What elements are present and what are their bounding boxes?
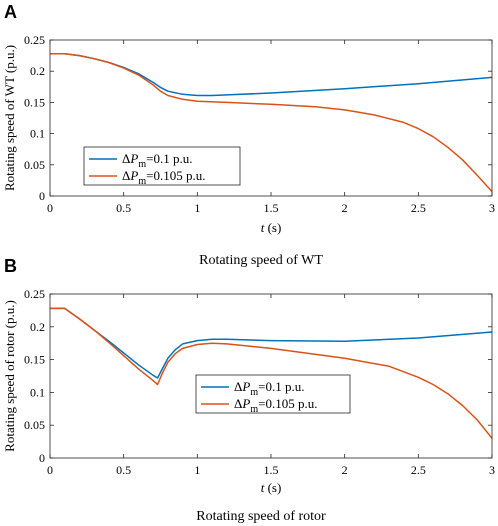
y-tick-label: 0.15 [24,95,45,109]
series-line-2 [50,307,493,439]
legend-value: =0.105 p.u. [258,396,317,411]
x-tick-label: 3 [489,463,495,477]
chart-panel-b: B 0 0.5 1 1.5 2 2.5 3 0 0.05 0.1 0.15 0.2 0.25 t (s) Ro… [2,256,495,524]
x-tick-label: 3 [489,201,495,215]
x-tick-label: 0.5 [116,201,131,215]
chart-panel-a: A 0 0.5 1 1.5 2 2.5 3 0 0.05 0.1 0.15 0.2 0.25 t (s) Ro… [2,2,495,268]
x-tick-label: 1 [194,201,200,215]
legend-label-2: ΔPm=0.105 p.u. [234,396,317,415]
x-tick-label: 2 [342,463,348,477]
legend-box [195,374,351,414]
x-axis-title: t (s) [261,480,282,495]
x-axis-title-unit: (s) [264,480,281,495]
legend-var: P [241,396,250,411]
legend-subscript: m [138,159,146,170]
panel-letter: B [4,256,17,276]
x-tick-label: 2.5 [411,463,426,477]
x-tick-label: 2 [342,201,348,215]
legend-delta: Δ [122,168,130,183]
legend: ΔPm=0.1 p.u.ΔPm=0.105 p.u. [195,374,351,415]
y-axis-title: Rotating speed of rotor (p.u.) [2,300,17,452]
legend-box [83,146,241,186]
panel-caption: Rotating speed of WT [199,253,323,268]
y-tick-label: 0.2 [30,64,45,78]
legend-value: =0.1 p.u. [146,151,192,166]
y-tick-label: 0.2 [30,320,45,334]
x-axis-title-var: t [261,220,265,235]
legend-subscript: m [250,387,258,398]
legend-subscript: m [138,176,146,187]
x-axis-title-unit: (s) [264,220,281,235]
legend-value: =0.1 p.u. [258,379,304,394]
y-tick-label: 0 [39,451,45,465]
y-tick-label: 0.05 [24,158,45,172]
legend-label-1: ΔPm=0.1 p.u. [122,151,192,170]
legend-delta: Δ [234,379,242,394]
legend-var: P [241,379,250,394]
series-line-2 [50,52,493,193]
legend-value: =0.105 p.u. [146,168,205,183]
legend-delta: Δ [122,151,130,166]
x-tick-label: 1.5 [264,201,279,215]
legend-var: P [129,151,138,166]
x-tick-label: 1.5 [264,463,279,477]
legend: ΔPm=0.1 p.u.ΔPm=0.105 p.u. [83,146,241,187]
y-tick-label: 0.15 [24,353,45,367]
panel-caption: Rotating speed of rotor [196,509,326,524]
x-tick-label: 0 [47,201,53,215]
legend-delta: Δ [234,396,242,411]
x-tick-label: 0.5 [116,463,131,477]
y-tick-label: 0.1 [30,385,45,399]
x-axis-title-var: t [261,480,265,495]
y-tick-label: 0.25 [24,287,45,301]
legend-var: P [129,168,138,183]
y-tick-label: 0 [39,189,45,203]
panel-letter: A [4,2,17,22]
y-tick-label: 0.05 [24,418,45,432]
legend-label-2: ΔPm=0.105 p.u. [122,168,205,187]
legend-subscript: m [250,404,258,415]
x-axis-title: t (s) [261,220,282,235]
y-tick-label: 0.25 [24,33,45,47]
x-tick-label: 1 [194,463,200,477]
x-tick-label: 0 [47,463,53,477]
legend-label-1: ΔPm=0.1 p.u. [234,379,304,398]
series-line-1 [50,52,493,97]
y-axis-title: Rotating speed of WT (p.u.) [2,45,17,191]
x-tick-label: 2.5 [411,201,426,215]
series-line-1 [50,307,493,379]
y-tick-label: 0.1 [30,127,45,141]
